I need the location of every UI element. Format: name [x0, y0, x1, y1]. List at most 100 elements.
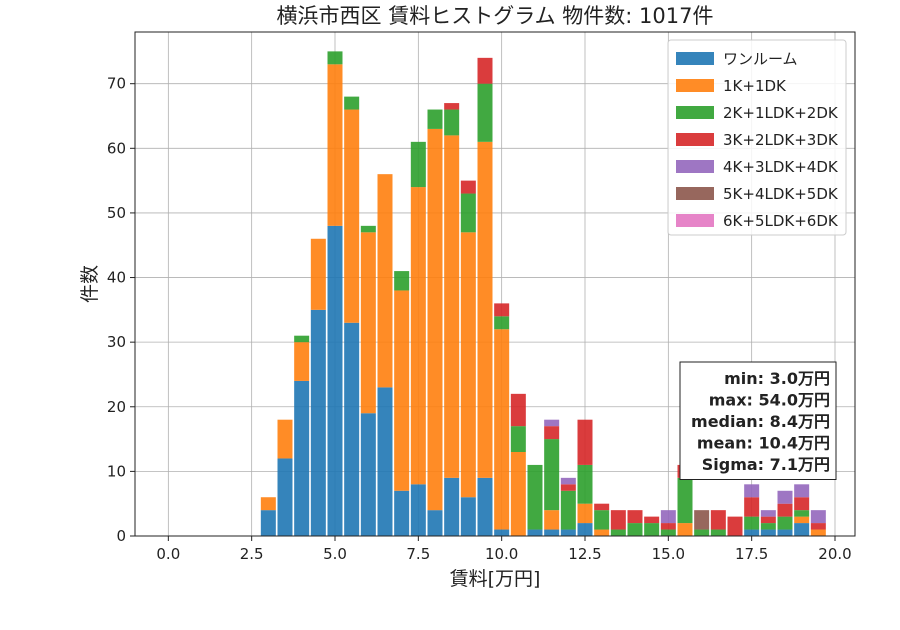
bar-segment [344, 322, 360, 536]
x-tick-label: 7.5 [406, 545, 430, 563]
bar-segment [777, 516, 793, 530]
legend-label: 6K+5LDK+6DK [723, 212, 839, 230]
bar-segment [494, 329, 510, 530]
stats-box: min: 3.0万円 max: 54.0万円 median: 8.4万円 mean: … [679, 361, 837, 480]
bar-segment [610, 529, 626, 536]
y-tick-label: 0 [116, 527, 126, 545]
stats-line: max: 54.0万円 [709, 391, 830, 410]
y-tick-label: 20 [107, 398, 126, 416]
bar-segment [760, 529, 776, 536]
legend-label: 5K+4LDK+5DK [723, 185, 839, 203]
bar-segment [744, 516, 760, 530]
bar-segment [760, 523, 776, 530]
bar-segment [510, 452, 526, 536]
bar-segment [760, 510, 776, 517]
bar-segment [810, 510, 826, 524]
bar-segment [344, 109, 360, 323]
y-tick-label: 10 [107, 462, 126, 480]
bar-segment [444, 135, 460, 478]
bar-segment [410, 187, 426, 485]
bar-segment [260, 510, 276, 536]
legend-swatch [676, 187, 714, 200]
x-tick-label: 20.0 [818, 545, 851, 563]
bar-segment [377, 174, 393, 388]
bar-segment [327, 225, 343, 536]
bar-segment [444, 109, 460, 136]
bar-segment [394, 290, 410, 491]
bar-segment [494, 316, 510, 330]
bar-segment [477, 57, 493, 84]
legend-label: 1K+1DK [723, 77, 787, 95]
bar-segment [444, 477, 460, 536]
bar-segment [627, 510, 643, 524]
y-tick-label: 70 [107, 75, 126, 93]
bar-segment [610, 510, 626, 530]
legend-swatch [676, 79, 714, 92]
bar-segment [577, 419, 593, 465]
bar-segment [444, 103, 460, 110]
bar-segment [594, 529, 610, 536]
y-tick-label: 30 [107, 333, 126, 351]
bar-segment [710, 529, 726, 536]
bar-segment [277, 458, 293, 536]
axis-ticks: 0.0 2.5 5.0 7.5 10.0 12.5 15.0 17.5 20.0 0 10 20 30 4… [107, 75, 852, 563]
bar-segment [794, 516, 810, 524]
legend-label: 2K+1LDK+2DK [723, 104, 839, 122]
bar-segment [427, 109, 443, 129]
bar-segment [660, 529, 676, 536]
x-axis-label: 賃料[万円] [450, 568, 541, 590]
bar-segment [794, 523, 810, 536]
bar-segment [510, 426, 526, 452]
bar-segment [527, 529, 543, 536]
bar-segment [644, 523, 660, 536]
stats-line: Sigma: 7.1万円 [702, 455, 830, 474]
bar-segment [544, 510, 560, 530]
bar-segment [327, 64, 343, 226]
bar-segment [794, 484, 810, 498]
legend-swatch [676, 52, 714, 65]
y-tick-label: 50 [107, 204, 126, 222]
bar-segment [544, 419, 560, 427]
bar-segment [460, 497, 476, 536]
bar-segment [460, 232, 476, 498]
bar-segment [727, 516, 743, 536]
bar-segment [594, 510, 610, 530]
legend-swatch [676, 133, 714, 146]
bar-segment [577, 464, 593, 504]
bar-segment [360, 225, 376, 233]
x-tick-label: 10.0 [485, 545, 518, 563]
bar-segment [477, 477, 493, 536]
bar-segment [677, 477, 693, 524]
legend-label: ワンルーム [723, 50, 798, 68]
bar-segment [660, 510, 676, 524]
bar-segment [627, 523, 643, 536]
bar-segment [560, 484, 576, 491]
x-tick-label: 5.0 [323, 545, 347, 563]
bar-segment [694, 510, 710, 530]
bar-segment [394, 271, 410, 291]
bar-segment [460, 180, 476, 194]
bar-segment [744, 484, 760, 498]
bar-segment [294, 342, 310, 381]
y-axis-label: 件数 [79, 265, 101, 303]
stats-line: mean: 10.4万円 [697, 434, 830, 453]
x-tick-label: 12.5 [568, 545, 601, 563]
bar-segment [744, 497, 760, 517]
bar-segment [460, 193, 476, 233]
bar-segment [644, 516, 660, 524]
bar-segment [294, 380, 310, 536]
bar-segment [477, 141, 493, 478]
stats-line: median: 8.4万円 [691, 412, 830, 431]
legend: ワンルーム 1K+1DK 2K+1LDK+2DK 3K+2LDK+3DK 4K+3LDK… [667, 39, 847, 236]
bar-segment [560, 529, 576, 536]
bar-segment [427, 510, 443, 536]
bar-segment [327, 51, 343, 65]
bar-segment [410, 141, 426, 188]
bar-segment [594, 503, 610, 511]
bar-segment [494, 303, 510, 317]
bar-segment [344, 96, 360, 110]
bar-segment [410, 484, 426, 536]
bar-segment [494, 529, 510, 536]
bar-segment [310, 309, 326, 536]
bar-segment [794, 510, 810, 517]
